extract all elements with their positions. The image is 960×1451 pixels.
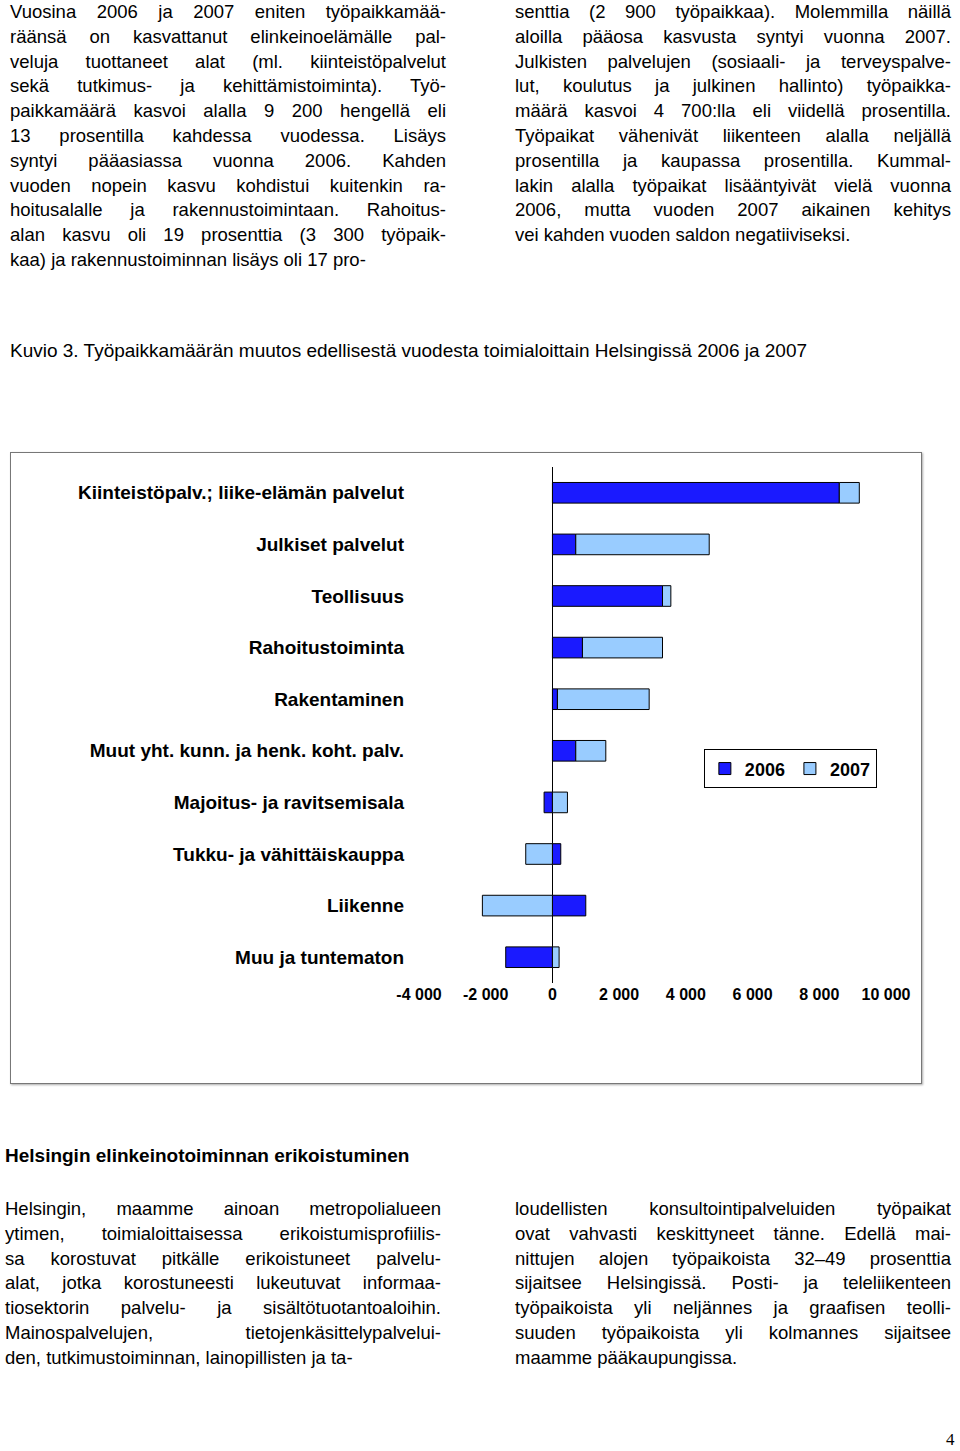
svg-text:10 000: 10 000 [862, 986, 911, 1003]
svg-text:Tukku- ja vähittäiskauppa: Tukku- ja vähittäiskauppa [173, 844, 404, 865]
html-text:prosentilla ja kaupassa prosen: prosentilla ja kaupassa prosentilla. Kum… [515, 149, 951, 171]
svg-text:Majoitus- ja ravitsemisala: Majoitus- ja ravitsemisala [174, 792, 405, 813]
html-text:lakin alalla työpaikat lisäänt: lakin alalla työpaikat lisääntyivät viel… [515, 174, 951, 196]
html-text:paikkamäärä kasvoi alalla 9 20: paikkamäärä kasvoi alalla 9 200 hengellä… [10, 100, 446, 122]
html-text:13 prosentilla kahdessa vuodes: 13 prosentilla kahdessa vuodessa. Lisäys [10, 125, 446, 146]
html-text:senttia (2 900 työpaikkaa). Mo: senttia (2 900 työpaikkaa). Molemmilla n… [515, 1, 951, 22]
svg-text:-2 000: -2 000 [463, 986, 508, 1003]
html-text:ytimen, toimialoittaisessa eri: ytimen, toimialoittaisessa erikoistumisp… [5, 1222, 441, 1244]
html-text:sijaitsee Helsingissä. Posti-: sijaitsee Helsingissä. Posti- ja telelii… [515, 1272, 951, 1294]
html-text:Kuvio 3. Työpaikkamäärän muuto: Kuvio 3. Työpaikkamäärän muutos edellise… [10, 340, 808, 361]
html-text:2006, mutta vuoden 2007 aikain: 2006, mutta vuoden 2007 aikainen kehitys [515, 199, 951, 221]
html-text:lut, koulutus ja julkinen hall: lut, koulutus ja julkinen hallinto) työp… [515, 75, 951, 97]
svg-text:Liikenne: Liikenne [327, 895, 404, 916]
svg-text:4 000: 4 000 [666, 986, 706, 1003]
html-text:Julkisten palvelujen (sosiaali: Julkisten palvelujen (sosiaali- ja terve… [515, 50, 951, 72]
html-text:määrä kasvoi 4 700:lla eli vii: määrä kasvoi 4 700:lla eli viidellä pros… [515, 100, 951, 122]
svg-text:6 000: 6 000 [733, 986, 773, 1003]
html-text:hoitusalalle ja rakennustoimin: hoitusalalle ja rakennustoimintaan. Raho… [10, 199, 446, 221]
html-text:alat, jotka korostuneesti luke: alat, jotka korostuneesti lukeutuvat inf… [5, 1272, 441, 1294]
html-text:Helsingin elinkeinotoiminnan e: Helsingin elinkeinotoiminnan erikoistumi… [5, 1145, 410, 1166]
html-text:nittujen alojen työpaikoista 3: nittujen alojen työpaikoista 32–49 prose… [515, 1247, 951, 1269]
html-text:kaa) ja rakennustoiminnan lisä: kaa) ja rakennustoiminnan lisäys oli 17 … [10, 249, 366, 270]
svg-text:Teollisuus: Teollisuus [311, 586, 404, 607]
html-text:loudellisten konsultointipalve: loudellisten konsultointipalveluiden työ… [515, 1198, 951, 1219]
html-text:vei kahden vuoden saldon negat: vei kahden vuoden saldon negatiiviseksi. [515, 224, 851, 246]
svg-text:Kiinteistöpalv.; liike-elämän: Kiinteistöpalv.; liike-elämän palvelut [78, 482, 405, 503]
html-text:alan kasvu oli 19 prosenttia (: alan kasvu oli 19 prosenttia (3 300 työp… [10, 224, 446, 246]
html-text:Vuosina 2006 ja 2007 eniten ty: Vuosina 2006 ja 2007 eniten työpaikkamää… [10, 1, 446, 22]
html-text:suuden työpaikoista yli kolman: suuden työpaikoista yli kolmannes sijait… [515, 1322, 951, 1343]
html-text:4: 4 [946, 1430, 955, 1449]
svg-text:Julkiset palvelut: Julkiset palvelut [256, 534, 405, 555]
html-text:den, tutkimustoiminnan, lainop: den, tutkimustoiminnan, lainopillisten j… [5, 1346, 353, 1368]
html-text:Helsingin, maamme ainoan metro: Helsingin, maamme ainoan metropolialueen [5, 1198, 441, 1219]
svg-text:Rahoitustoiminta: Rahoitustoiminta [249, 637, 405, 658]
html-text:sekä tutkimus- ja kehittämisto: sekä tutkimus- ja kehittämistoiminta). T… [10, 75, 446, 97]
html-text:tiosektorin palvelu- ja sisält: tiosektorin palvelu- ja sisältötuotantoa… [5, 1297, 441, 1319]
svg-text:8 000: 8 000 [799, 986, 839, 1003]
html-text:veluja tuottaneet alat (ml. ki: veluja tuottaneet alat (ml. kiinteistöpa… [10, 50, 446, 72]
svg-text:2 000: 2 000 [599, 986, 639, 1003]
html-text:räänsä on kasvattanut elinkein: räänsä on kasvattanut elinkeinoelämälle … [10, 25, 446, 47]
svg-text:Muut yht. kunn. ja henk. koht.: Muut yht. kunn. ja henk. koht. palv. [90, 740, 404, 761]
svg-text:2006: 2006 [745, 760, 785, 780]
svg-text:-4 000: -4 000 [396, 986, 441, 1003]
html-text:Työpaikat vähenivät liikenteen: Työpaikat vähenivät liikenteen alalla ne… [515, 125, 951, 146]
html-text:vuoden nopein kasvu kohdistui: vuoden nopein kasvu kohdistui kuitenkin … [10, 174, 446, 196]
html-text:ovat vahvasti keskittyneet tän: ovat vahvasti keskittyneet tänne. Edellä… [515, 1222, 951, 1244]
html-text:sa korostuvat pitkälle erikois: sa korostuvat pitkälle erikoistuneet pal… [5, 1247, 441, 1269]
svg-text:0: 0 [548, 986, 557, 1003]
svg-text:2007: 2007 [830, 760, 870, 780]
html-text:aloilla pääosa kasvusta syntyi: aloilla pääosa kasvusta syntyi vuonna 20… [515, 25, 951, 47]
html-text:maamme pääkaupungissa.: maamme pääkaupungissa. [515, 1346, 738, 1368]
html-text:Mainospalvelujen, tietojenkäsi: Mainospalvelujen, tietojenkäsittelypalve… [5, 1322, 441, 1343]
html-text:syntyi pääasiassa vuonna 2006.: syntyi pääasiassa vuonna 2006. Kahden [10, 149, 446, 171]
svg-text:Muu ja tuntematon: Muu ja tuntematon [235, 947, 404, 968]
svg-text:Rakentaminen: Rakentaminen [274, 689, 404, 710]
html-text:työpaikoista yli neljännes ja: työpaikoista yli neljännes ja graafisen … [515, 1297, 951, 1319]
